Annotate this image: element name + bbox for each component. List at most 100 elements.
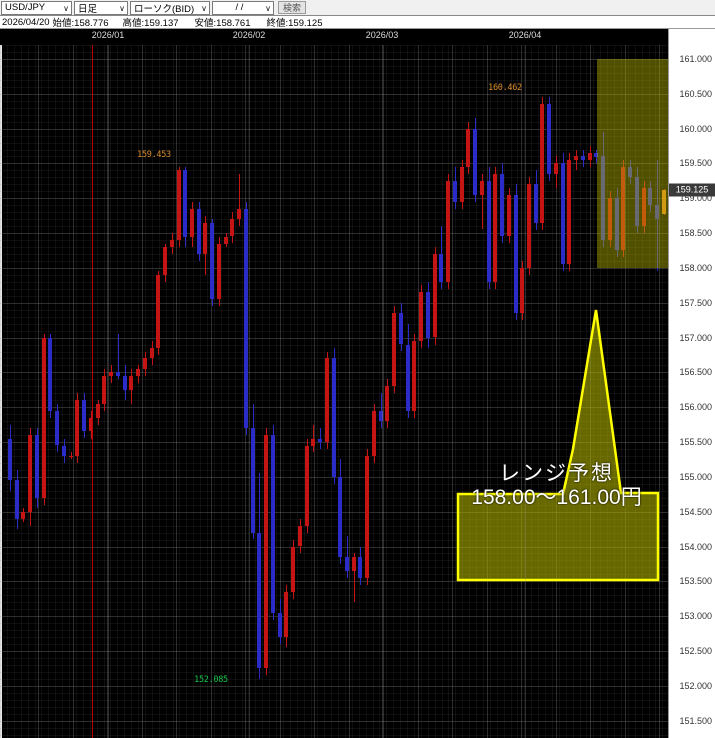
grid-line-horizontal-minor <box>0 274 668 276</box>
candle-body <box>486 180 491 282</box>
grid-line-vertical-minor <box>117 45 118 738</box>
grid-line-horizontal-minor <box>0 609 668 611</box>
grid-line-horizontal-minor <box>0 240 668 241</box>
search-button[interactable]: 検索 <box>278 1 307 14</box>
grid-line-vertical-minor <box>448 45 449 738</box>
price-axis-label: 152.000 <box>679 680 712 691</box>
last-price-marker: 159.125 <box>669 183 715 196</box>
grid-line-vertical-minor <box>110 45 111 738</box>
grid-line-vertical-minor <box>186 45 187 738</box>
grid-line-vertical-minor <box>297 45 298 738</box>
candle-body <box>432 253 437 338</box>
grid-line-horizontal-minor <box>0 692 668 694</box>
grid-line-horizontal-minor <box>0 588 668 590</box>
grid-line-vertical-minor <box>55 45 56 738</box>
grid-line-vertical-minor <box>531 45 532 738</box>
symbol-select-value: USD/JPY <box>5 2 46 13</box>
price-axis-label: 155.000 <box>679 471 712 482</box>
candle-body <box>338 476 343 557</box>
candle-body <box>398 313 403 345</box>
grid-line-horizontal-minor <box>0 45 668 46</box>
grid-line-vertical-minor <box>642 45 643 738</box>
grid-line-vertical-minor <box>179 45 180 738</box>
grid-line-vertical-minor <box>242 45 243 738</box>
grid-line-vertical <box>452 45 453 738</box>
chevron-down-icon: ∨ <box>201 4 207 13</box>
candle-body <box>425 292 430 338</box>
candle-body <box>176 170 181 240</box>
grid-line-vertical-minor <box>317 45 318 738</box>
date-select[interactable]: / / ∨ <box>212 0 274 15</box>
grid-line-vertical-minor <box>573 45 574 738</box>
grid-line-vertical-minor <box>76 45 77 738</box>
candle-body <box>163 247 168 275</box>
symbol-select[interactable]: USD/JPY ∨ <box>1 0 72 15</box>
candle-wick <box>576 149 578 171</box>
candle-body <box>661 189 666 214</box>
candlestick-plot[interactable]: 159.453 160.462 152.085 <box>0 45 668 738</box>
candle-body <box>446 180 451 282</box>
grid-line-horizontal <box>0 93 668 95</box>
grid-line-vertical <box>659 45 660 738</box>
candle-body <box>243 208 248 429</box>
candle-body <box>41 337 46 498</box>
candle-body <box>358 556 363 578</box>
forecast-range-box <box>597 58 668 268</box>
timeframe-select[interactable]: 日足 ∨ <box>74 0 128 15</box>
ohlc-info-bar: 2026/04/20 始値:158.776 高値:159.137 安値:158.… <box>0 16 715 29</box>
grid-line-vertical <box>349 45 350 738</box>
grid-line-vertical <box>521 45 522 738</box>
candle-body <box>230 219 235 237</box>
candle-body <box>95 403 100 418</box>
grid-line-horizontal-minor <box>0 309 668 311</box>
date-select-value: / / <box>235 2 244 13</box>
grid-line-horizontal <box>0 302 668 304</box>
candle-body <box>68 455 73 458</box>
grid-line-vertical-minor <box>469 45 470 738</box>
grid-line-vertical-minor <box>173 45 174 738</box>
candle-body <box>405 344 410 411</box>
charttype-select[interactable]: ローソク(BID) ∨ <box>130 0 210 15</box>
callout-line2: 158.00〜161.00円 <box>471 485 642 509</box>
price-axis[interactable]: 161.000 160.500 160.000 159.500 159.000 158.5… <box>668 29 715 738</box>
candle-body <box>61 445 66 456</box>
candle-body <box>115 372 120 376</box>
grid-line-vertical-minor <box>166 45 167 738</box>
grid-line-vertical-minor <box>269 45 270 738</box>
grid-line-horizontal <box>0 511 668 513</box>
grid-line-vertical <box>383 45 384 738</box>
candle-body <box>156 274 161 348</box>
grid-line-horizontal-minor <box>0 630 668 631</box>
candle-body <box>136 368 141 376</box>
grid-line-vertical-minor <box>200 45 201 738</box>
grid-line-vertical-minor <box>580 45 581 738</box>
grid-line-vertical-minor <box>69 45 70 738</box>
candle-body <box>506 194 511 237</box>
grid-line-vertical-minor <box>41 45 42 738</box>
grid-line-horizontal-minor <box>0 288 668 290</box>
grid-line-vertical-minor <box>511 45 512 738</box>
grid-line-horizontal-minor <box>0 623 668 625</box>
candle-body <box>102 375 107 404</box>
grid-line-horizontal-minor <box>0 323 668 325</box>
grid-line-vertical-minor <box>621 45 622 738</box>
candle-body <box>210 222 215 300</box>
grid-line-horizontal-minor <box>0 532 668 534</box>
grid-line-horizontal-minor <box>0 253 668 255</box>
grid-line-horizontal-minor <box>0 247 668 248</box>
grid-line-vertical-minor <box>276 45 277 738</box>
grid-line-vertical-minor <box>614 45 615 738</box>
candle-wick <box>353 553 355 603</box>
grid-line-horizontal-minor <box>0 72 668 74</box>
callout-text: レンジ予想 158.00〜161.00円 <box>458 444 655 527</box>
grid-line-vertical-minor <box>21 45 22 738</box>
candle-body <box>216 243 221 300</box>
grid-line-vertical-minor <box>566 45 567 738</box>
grid-line-vertical-minor <box>428 45 429 738</box>
candle-body <box>412 341 417 411</box>
grid-line-horizontal <box>0 267 668 269</box>
candle-body <box>580 156 585 160</box>
price-axis-label: 158.500 <box>679 228 712 239</box>
grid-line-vertical-minor <box>290 45 291 738</box>
grid-line-vertical-minor <box>655 45 656 738</box>
